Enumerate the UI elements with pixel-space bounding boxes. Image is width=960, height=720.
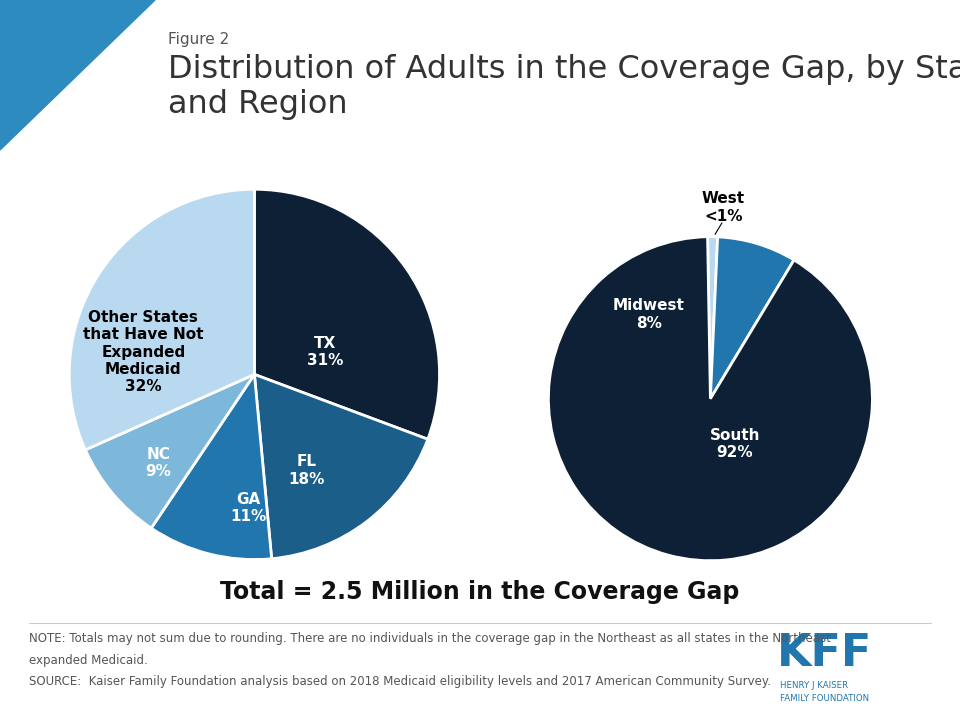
Wedge shape [69,189,254,450]
Text: South
92%: South 92% [709,428,760,460]
Wedge shape [85,374,254,528]
Text: FL
18%: FL 18% [288,454,324,487]
Wedge shape [708,237,718,399]
Text: NC
9%: NC 9% [145,447,171,480]
Text: Other States
that Have Not
Expanded
Medicaid
32%: Other States that Have Not Expanded Medi… [84,310,204,395]
Text: NOTE: Totals may not sum due to rounding. There are no individuals in the covera: NOTE: Totals may not sum due to rounding… [29,632,830,645]
Wedge shape [254,374,428,559]
Text: Figure 2: Figure 2 [168,32,229,48]
Text: HENRY J KAISER
FAMILY FOUNDATION: HENRY J KAISER FAMILY FOUNDATION [780,681,869,703]
Text: GA
11%: GA 11% [230,492,267,524]
Wedge shape [254,189,440,439]
Text: expanded Medicaid.: expanded Medicaid. [29,654,148,667]
Wedge shape [152,374,272,559]
Text: SOURCE:  Kaiser Family Foundation analysis based on 2018 Medicaid eligibility le: SOURCE: Kaiser Family Foundation analysi… [29,675,771,688]
Polygon shape [0,0,155,150]
Text: Distribution of Adults in the Coverage Gap, by State
and Region: Distribution of Adults in the Coverage G… [168,54,960,120]
Wedge shape [548,237,873,561]
Text: Midwest
8%: Midwest 8% [612,298,684,330]
Wedge shape [710,237,794,399]
Text: West
<1%: West <1% [702,192,745,224]
Text: KFF: KFF [777,631,872,675]
Text: Total = 2.5 Million in the Coverage Gap: Total = 2.5 Million in the Coverage Gap [220,580,740,604]
Text: TX
31%: TX 31% [306,336,343,369]
